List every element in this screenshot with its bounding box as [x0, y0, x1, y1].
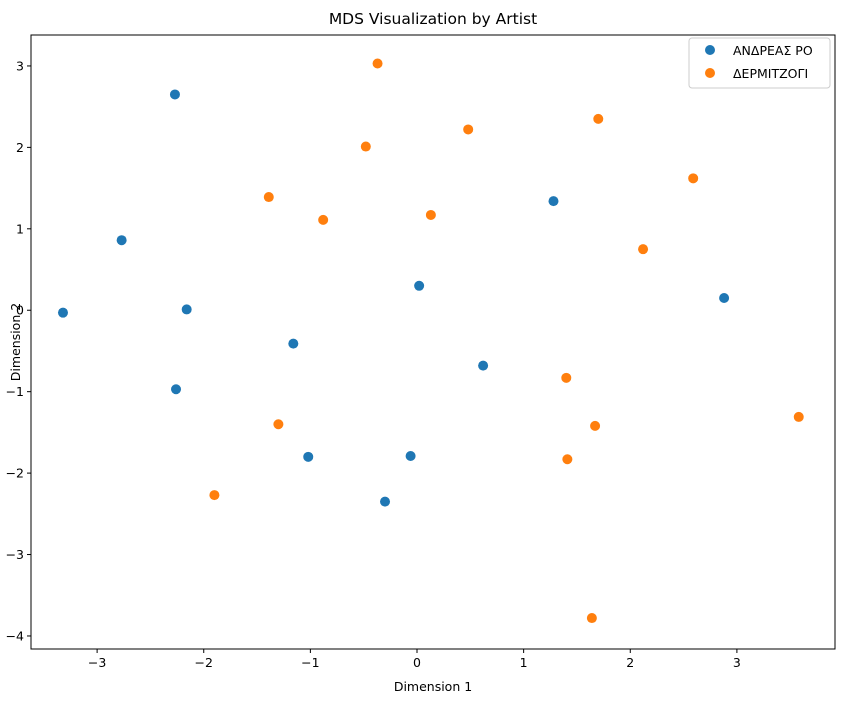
data-point [719, 293, 730, 304]
data-point [209, 490, 220, 501]
data-point [688, 173, 699, 184]
data-point [586, 613, 597, 624]
legend-label: ΑΝΔΡΕΑΣ ΡΟ [733, 43, 813, 58]
data-point [405, 451, 416, 462]
x-tick-label: 3 [733, 655, 741, 670]
y-tick-label: 2 [16, 140, 24, 155]
data-point [562, 454, 573, 465]
legend-label: ΔΕΡΜΙΤΖΟΓΙ [733, 66, 808, 81]
data-point [57, 307, 68, 318]
y-tick-label: 3 [16, 58, 24, 73]
data-points [57, 58, 804, 624]
data-point [793, 411, 804, 422]
data-point [561, 372, 572, 383]
data-point [380, 496, 391, 507]
y-tick-label: −3 [6, 547, 24, 562]
data-point [372, 58, 383, 69]
x-tick-label: 0 [413, 655, 421, 670]
plot-frame [30, 34, 836, 650]
data-point [425, 209, 436, 220]
data-point [590, 420, 601, 431]
data-point [548, 196, 559, 207]
data-point [263, 192, 274, 203]
data-point [463, 124, 474, 135]
data-point [638, 244, 649, 255]
data-point [288, 338, 299, 349]
y-tick-label: 0 [16, 303, 24, 318]
y-tick-label: −4 [6, 628, 24, 643]
y-axis-label: Dimension 2 [8, 303, 23, 381]
legend-marker [705, 45, 715, 55]
chart-title: MDS Visualization by Artist [329, 10, 537, 28]
data-point [171, 384, 182, 395]
x-tick-label: −3 [88, 655, 106, 670]
data-point [478, 360, 489, 371]
y-tick-label: −1 [6, 384, 24, 399]
data-point [181, 304, 192, 315]
legend-box [688, 37, 831, 89]
y-tick-label: −2 [6, 466, 24, 481]
x-axis-label: Dimension 1 [394, 679, 472, 694]
axis-ticks: −3 −2 −1 0 1 2 3 −4 −3 −2 −1 0 1 2 3 [6, 58, 741, 670]
data-point [414, 280, 425, 291]
data-point [593, 113, 604, 124]
data-point [303, 451, 314, 462]
x-tick-label: −2 [195, 655, 213, 670]
legend-marker [705, 68, 715, 78]
data-point [360, 141, 371, 152]
data-point [169, 89, 180, 100]
legend: ΑΝΔΡΕΑΣ ΡΟ ΔΕΡΜΙΤΖΟΓΙ [688, 37, 831, 89]
data-point [116, 235, 127, 246]
data-point [318, 214, 329, 225]
x-tick-label: 2 [626, 655, 634, 670]
x-tick-label: −1 [301, 655, 319, 670]
y-tick-label: 1 [16, 221, 24, 236]
x-tick-label: 1 [520, 655, 528, 670]
data-point [273, 419, 284, 430]
